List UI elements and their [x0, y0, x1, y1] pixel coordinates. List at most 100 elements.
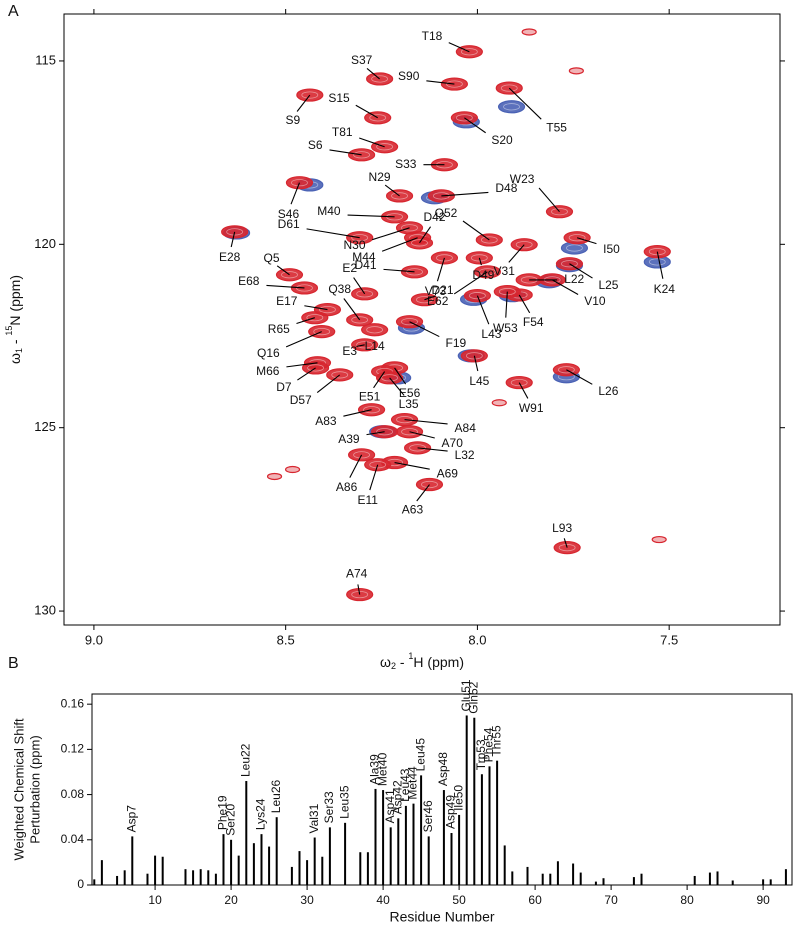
bar [602, 878, 605, 885]
leader-line [505, 291, 508, 318]
leader-line [508, 244, 525, 263]
peak-label: S90 [398, 69, 420, 83]
peak-label: L35 [399, 397, 419, 411]
y-tick-label: 0.08 [61, 787, 85, 801]
bar [450, 833, 453, 885]
bar [496, 760, 499, 885]
leader-line [230, 231, 236, 248]
leader-line [286, 362, 318, 368]
y-axis-label-part: - [7, 336, 23, 348]
bar-label: Asp7 [124, 805, 138, 833]
peak-contour [331, 371, 349, 379]
bar [161, 856, 164, 885]
bar [328, 827, 331, 885]
bar [556, 861, 559, 885]
peak-label: W53 [493, 321, 518, 335]
y-tick-label: 0.16 [61, 696, 85, 710]
x-tick-label: 9.0 [85, 632, 103, 647]
peak-label: M40 [317, 204, 341, 218]
bar [762, 879, 765, 885]
x-tick-label: 8.0 [468, 632, 486, 647]
leader-line [359, 137, 385, 148]
peak-contour [480, 236, 498, 244]
peak-contour [313, 328, 331, 336]
y-tick-label: 0.04 [61, 832, 85, 846]
leader-line [424, 295, 437, 301]
x-axis-label-part: ω [380, 654, 391, 670]
leader-line [416, 484, 430, 502]
peak-contour [478, 268, 496, 276]
peak-label: S20 [491, 133, 513, 147]
peak-label: Q16 [257, 346, 280, 360]
bar [594, 881, 597, 885]
leader-line [404, 419, 448, 425]
bar-label: Phe54 [482, 727, 496, 762]
y-axis-label: Perturbation (ppm) [27, 735, 42, 843]
bar-label: Met44 [406, 766, 420, 800]
leader-line [569, 263, 593, 279]
peak-contour [369, 461, 387, 469]
bar [549, 873, 552, 885]
x-tick-label: 70 [604, 893, 618, 907]
peak-label: S33 [395, 157, 417, 171]
peak-label: K24 [654, 282, 676, 296]
bar-label: Asp41 [383, 789, 397, 823]
plot-frame [63, 13, 781, 626]
peak-contour [648, 258, 666, 266]
peak-label: A70 [442, 436, 464, 450]
leader-line [563, 538, 568, 548]
peak [651, 535, 667, 544]
x-axis-label-part: - [396, 654, 408, 670]
bar [526, 866, 529, 885]
peak [497, 100, 526, 114]
peak-label: S46 [278, 207, 300, 221]
leader-line [419, 226, 432, 244]
leader-line [551, 279, 579, 295]
peak-contour [363, 406, 380, 414]
peak-contour [396, 416, 413, 424]
peak-contour [465, 352, 483, 360]
bar [769, 879, 772, 885]
bar [458, 814, 461, 885]
peak-label: D7 [276, 380, 292, 394]
leader-line [441, 191, 489, 197]
leader-line [290, 182, 300, 205]
peak-contour [432, 192, 450, 200]
leader-line [343, 298, 361, 321]
leader-line [508, 87, 542, 120]
peak-contour [369, 114, 387, 122]
y-axis-label-part: 1 [14, 348, 24, 353]
leader-line [436, 257, 445, 282]
peak [521, 28, 537, 36]
peak-contour [436, 254, 453, 262]
peak-label: L32 [455, 448, 475, 462]
peak-contour [568, 234, 586, 242]
peak-contour [351, 316, 369, 324]
peak-label: A83 [315, 414, 337, 428]
bar [131, 836, 134, 885]
peak-contour [409, 444, 426, 452]
x-tick-label: 20 [224, 893, 238, 907]
peak [568, 67, 584, 75]
bar [541, 873, 544, 885]
peak-contour [561, 260, 578, 268]
bar [511, 871, 514, 885]
bar [708, 872, 711, 885]
bar [222, 834, 225, 885]
peak-contour [455, 114, 473, 122]
peak-label: E68 [238, 274, 260, 288]
peak-contour [351, 590, 369, 599]
bar-label: Met40 [375, 752, 389, 786]
leader-line [473, 355, 479, 372]
peak-label: E17 [276, 294, 298, 308]
peak-label: E28 [219, 250, 241, 264]
leader-line [369, 464, 379, 491]
bar [382, 790, 385, 885]
leader-line [316, 374, 341, 393]
peak-label: A84 [455, 421, 477, 435]
peak-contour [566, 244, 583, 252]
bar-label: Ala39 [368, 754, 382, 785]
peak-label: A74 [346, 567, 368, 581]
peak-contour [421, 480, 438, 489]
